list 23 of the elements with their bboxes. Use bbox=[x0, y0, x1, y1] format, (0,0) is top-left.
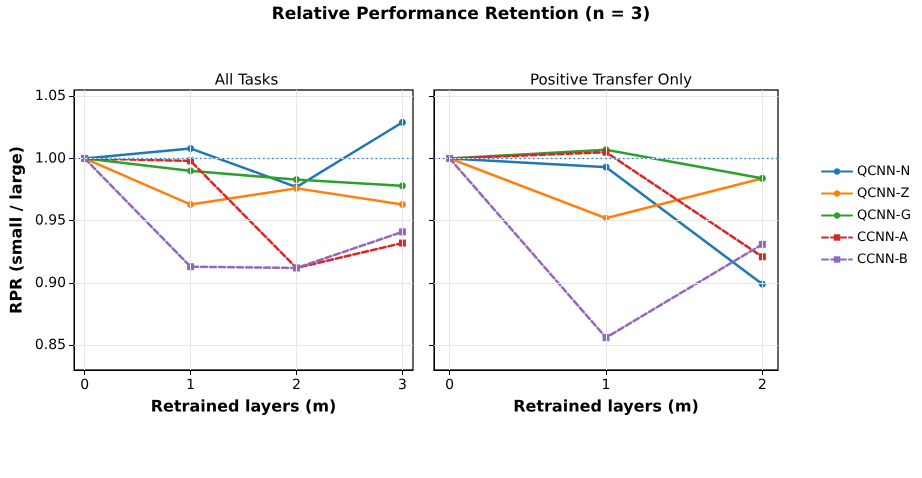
legend-label: QCNN-G bbox=[857, 208, 911, 223]
legend-label: QCNN-Z bbox=[857, 186, 910, 201]
x-tick-label: 0 bbox=[80, 377, 90, 393]
x-tick-label: 3 bbox=[398, 377, 407, 393]
y-tick-label: 0.85 bbox=[34, 337, 66, 354]
y-tick-label: 0.95 bbox=[34, 212, 66, 229]
x-axis-title: Retrained layers (m) bbox=[150, 396, 336, 416]
chart-title: All Tasks bbox=[214, 70, 278, 88]
y-tick-label: 1.05 bbox=[34, 88, 66, 104]
y-tick-label: 1.00 bbox=[34, 150, 66, 166]
legend-label: QCNN-N bbox=[857, 164, 910, 179]
y-axis-title: RPR (small / large) bbox=[6, 146, 26, 314]
x-tick-label: 2 bbox=[292, 377, 301, 393]
x-tick-label: 1 bbox=[186, 377, 196, 393]
x-tick-label: 0 bbox=[445, 377, 454, 393]
chart-title: Positive Transfer Only bbox=[530, 70, 692, 88]
legend-label: CCNN-B bbox=[857, 252, 908, 267]
text: Relative Performance Retention (n = 3) bbox=[270, 4, 652, 24]
legend-label: CCNN-A bbox=[857, 230, 908, 245]
x-tick-label: 1 bbox=[602, 377, 610, 393]
x-tick-label: 2 bbox=[758, 377, 767, 393]
x-axis-title: Retrained layers (m) bbox=[513, 396, 699, 416]
y-tick-label: 0.90 bbox=[34, 274, 66, 291]
